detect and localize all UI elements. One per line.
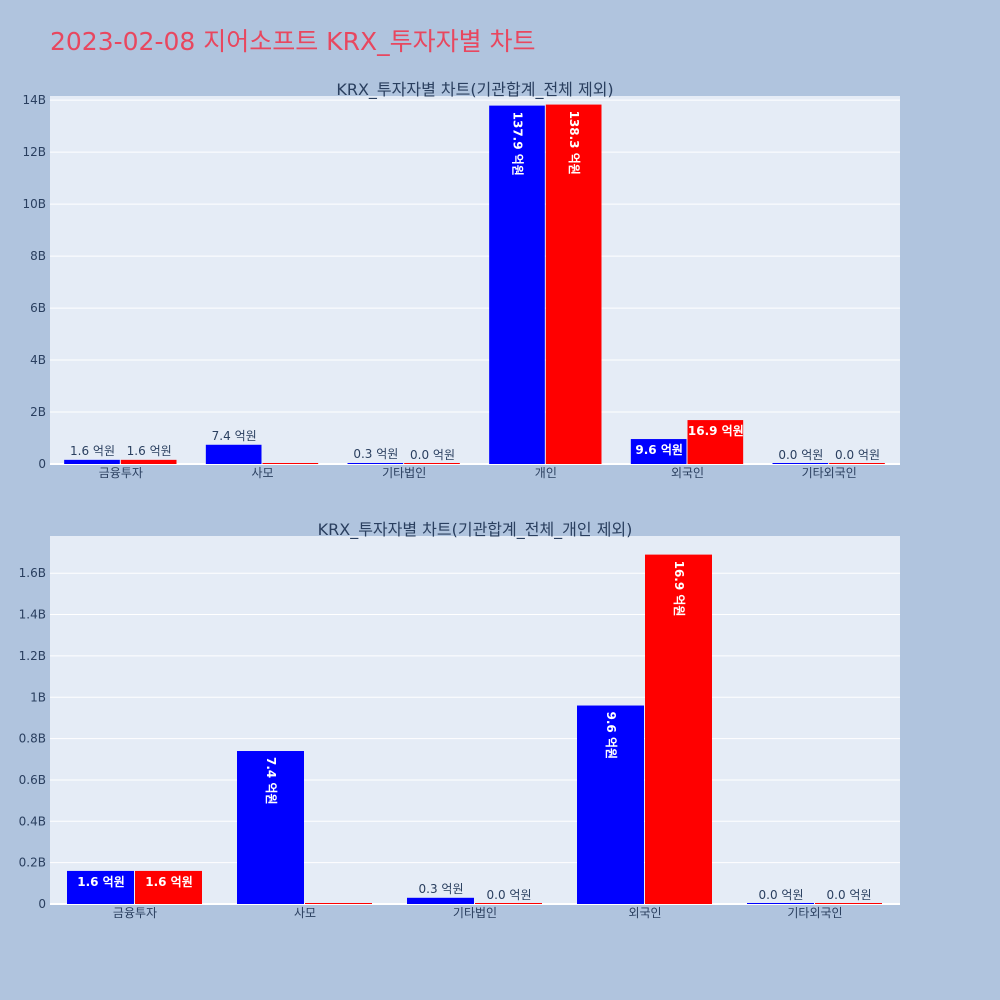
data-label: 16.9 억원 — [672, 561, 686, 617]
bar — [237, 751, 304, 904]
data-label: 0.3 억원 — [353, 447, 398, 461]
bar — [545, 104, 602, 465]
data-label: 0.0 억원 — [759, 888, 804, 902]
data-label: 1.6 억원 — [70, 444, 115, 458]
data-label: 1.6 억원 — [77, 875, 125, 889]
y-tick-label: 2B — [30, 405, 46, 419]
bar — [687, 420, 744, 464]
bar — [64, 459, 120, 464]
chart-title: KRX_투자자별 차트(기관합계_전체 제외) — [336, 80, 613, 100]
bar — [747, 903, 814, 904]
y-tick-label: 0.6B — [19, 773, 46, 787]
plot-area — [50, 536, 900, 904]
bar — [815, 903, 882, 904]
y-tick-label: 1.4B — [19, 608, 46, 622]
y-tick-label: 6B — [30, 301, 46, 315]
data-label: 0.0 억원 — [835, 448, 880, 462]
bar — [475, 903, 542, 904]
y-tick-label: 14B — [22, 93, 46, 107]
x-tick-label: 기타외국인 — [787, 906, 842, 920]
y-tick-label: 10B — [22, 197, 46, 211]
y-tick-label: 1.6B — [19, 566, 46, 580]
bar — [347, 463, 404, 464]
data-label: 0.3 억원 — [419, 882, 464, 896]
bar — [305, 903, 372, 904]
bar — [489, 105, 545, 465]
chart-title: KRX_투자자별 차트(기관합계_전체_개인 제외) — [318, 520, 633, 540]
page-title: 2023-02-08 지어소프트 KRX_투자자별 차트 — [50, 27, 536, 56]
data-label: 16.9 억원 — [688, 424, 744, 438]
data-label: 137.9 억원 — [511, 112, 525, 176]
data-label: 7.4 억원 — [264, 757, 278, 805]
data-label: 9.6 억원 — [635, 443, 683, 457]
bar — [630, 439, 687, 464]
bar — [404, 463, 460, 464]
chart-top: 0 2B 4B 6B 8B 10B 12B 14B KRX_투자자별 차트(기관합계_전체 제외… — [22, 80, 900, 480]
bar — [407, 897, 474, 904]
data-label: 1.6 억원 — [127, 444, 172, 458]
x-tick-label: 금융투자 — [113, 906, 157, 920]
y-tick-label: 0 — [38, 457, 46, 471]
x-tick-label: 외국인 — [671, 466, 704, 480]
data-label: 7.4 억원 — [212, 429, 257, 443]
data-label: 9.6 억원 — [604, 712, 618, 760]
y-tick-label: 4B — [30, 353, 46, 367]
bar — [67, 870, 134, 904]
bar — [135, 870, 202, 904]
y-tick-label: 0.2B — [19, 856, 46, 870]
x-tick-label: 금융투자 — [99, 466, 143, 480]
y-tick-label: 8B — [30, 249, 46, 263]
chart-top-svg: 0 2B 4B 6B 8B 10B 12B 14B KRX_투자자별 차트(기관합계_전체 제외… — [22, 80, 900, 480]
y-tick-label: 0 — [38, 897, 46, 911]
bar — [120, 459, 177, 464]
y-tick-label: 1.2B — [19, 649, 46, 663]
data-label: 138.3 억원 — [567, 111, 581, 175]
bar — [262, 463, 319, 464]
y-tick-label: 0.4B — [19, 814, 46, 828]
x-tick-label: 사모 — [251, 466, 273, 480]
bar — [829, 463, 885, 464]
x-tick-label: 기타법인 — [453, 906, 497, 920]
data-label: 0.0 억원 — [487, 888, 532, 902]
y-tick-label: 1B — [30, 690, 46, 704]
bar — [772, 463, 829, 464]
y-tick-label: 12B — [22, 145, 46, 159]
x-tick-label: 외국인 — [628, 906, 661, 920]
data-label: 0.0 억원 — [778, 448, 823, 462]
bar — [645, 554, 712, 904]
x-tick-label: 기타법인 — [382, 466, 426, 480]
plot-area — [50, 96, 900, 464]
data-label: 0.0 억원 — [410, 448, 455, 462]
y-tick-label: 0.8B — [19, 732, 46, 746]
x-tick-label: 기타외국인 — [802, 466, 857, 480]
data-label: 1.6 억원 — [145, 875, 193, 889]
x-tick-label: 사모 — [294, 906, 316, 920]
bar — [577, 705, 644, 904]
x-tick-label: 개인 — [535, 466, 557, 480]
bar — [205, 444, 262, 464]
data-label: 0.0 억원 — [827, 888, 872, 902]
